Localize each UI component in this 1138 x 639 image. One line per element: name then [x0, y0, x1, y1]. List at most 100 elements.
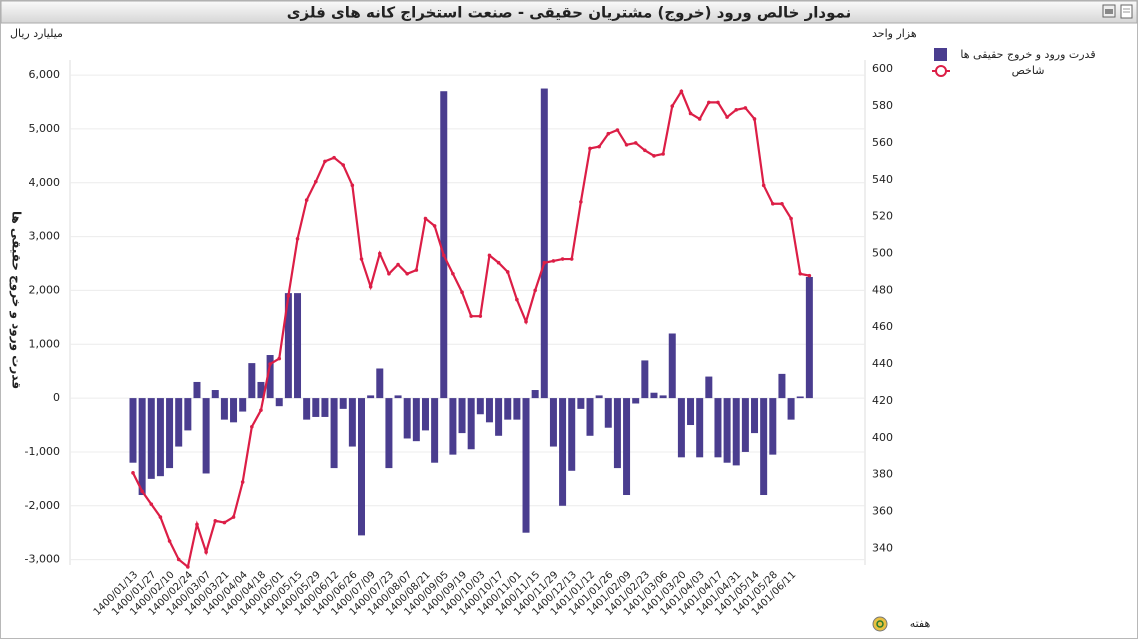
bar — [156, 398, 164, 477]
index-point — [725, 115, 729, 119]
index-point — [149, 502, 154, 506]
bar — [166, 398, 174, 469]
y-unit-label: میلیارد ریال — [10, 27, 63, 40]
bar — [239, 398, 247, 412]
bar — [687, 398, 695, 426]
index-point — [250, 424, 254, 429]
index-point — [304, 198, 309, 202]
index-point — [579, 200, 583, 204]
index-point — [551, 259, 556, 263]
index-point — [240, 480, 245, 484]
bar — [147, 398, 155, 479]
index-point — [597, 144, 601, 149]
index-point — [789, 216, 793, 221]
bar — [449, 398, 457, 455]
index-point — [615, 128, 620, 132]
index-point — [542, 260, 547, 265]
index-point — [186, 565, 190, 569]
index-point — [771, 201, 775, 206]
bar — [677, 398, 685, 458]
y2-tick-label: 520 — [872, 210, 893, 223]
bar — [559, 398, 567, 506]
index-point — [423, 216, 428, 221]
y2-unit-label: هزار واحد — [872, 27, 917, 40]
bar — [330, 398, 338, 469]
index-point — [505, 270, 510, 274]
index-point — [368, 284, 373, 289]
bar — [202, 398, 210, 474]
index-point — [496, 260, 501, 265]
bar — [458, 398, 466, 434]
bar — [623, 398, 631, 496]
y-tick-label: 3,000 — [29, 230, 61, 243]
index-point — [633, 141, 638, 145]
index-point — [679, 89, 684, 94]
export-icon[interactable] — [1120, 4, 1133, 19]
bar — [513, 398, 521, 420]
bar — [230, 398, 238, 423]
index-point — [469, 314, 473, 318]
index-point — [670, 104, 675, 108]
bar — [659, 395, 667, 399]
refresh-icon[interactable] — [872, 616, 888, 632]
index-point — [697, 117, 702, 121]
index-point — [588, 146, 592, 151]
bar — [440, 91, 448, 399]
y-tick-label: 0 — [53, 391, 60, 404]
y-tick-label: 5,000 — [29, 122, 61, 135]
index-point — [707, 100, 711, 105]
y-tick-label: -2,000 — [25, 499, 60, 512]
index-point — [460, 290, 464, 295]
bar — [504, 398, 512, 420]
bar — [220, 398, 228, 420]
title-bar — [0, 0, 1138, 24]
index-point — [688, 111, 693, 116]
bar — [385, 398, 393, 469]
bar — [421, 398, 429, 431]
bar — [760, 398, 768, 496]
index-point — [295, 236, 300, 241]
bar — [431, 398, 439, 463]
index-point — [167, 539, 172, 543]
print-icon[interactable] — [1102, 4, 1116, 18]
bar — [696, 398, 704, 458]
bar — [741, 398, 749, 452]
index-point — [432, 224, 437, 228]
bar — [193, 381, 201, 399]
bar — [394, 395, 402, 399]
y2-tick-label: 600 — [872, 62, 893, 75]
bar — [705, 376, 713, 399]
bar — [339, 398, 347, 409]
bar — [485, 398, 493, 423]
bar — [769, 398, 777, 455]
bar — [796, 396, 804, 399]
index-point — [533, 288, 537, 293]
bar — [641, 360, 649, 399]
bar — [303, 398, 311, 420]
y2-tick-label: 460 — [872, 320, 893, 333]
index-point — [222, 520, 227, 525]
index-point — [734, 107, 739, 112]
index-point — [798, 271, 803, 276]
index-point — [624, 142, 629, 147]
index-point — [451, 271, 455, 276]
index-point — [396, 262, 400, 267]
y-tick-label: -1,000 — [25, 445, 60, 458]
bar — [257, 381, 265, 399]
index-point — [661, 152, 665, 156]
y2-tick-label: 560 — [872, 136, 893, 149]
index-point — [780, 201, 784, 206]
bar — [805, 276, 813, 399]
bar — [787, 398, 795, 420]
bar — [568, 398, 576, 471]
bar — [294, 293, 302, 399]
index-point — [323, 159, 327, 164]
index-point — [204, 550, 208, 554]
bar — [321, 398, 329, 417]
y2-tick-label: 400 — [872, 431, 893, 444]
index-point — [752, 117, 757, 121]
index-point — [515, 297, 519, 302]
bar — [549, 398, 557, 447]
bar — [284, 293, 292, 399]
bar — [732, 398, 740, 466]
